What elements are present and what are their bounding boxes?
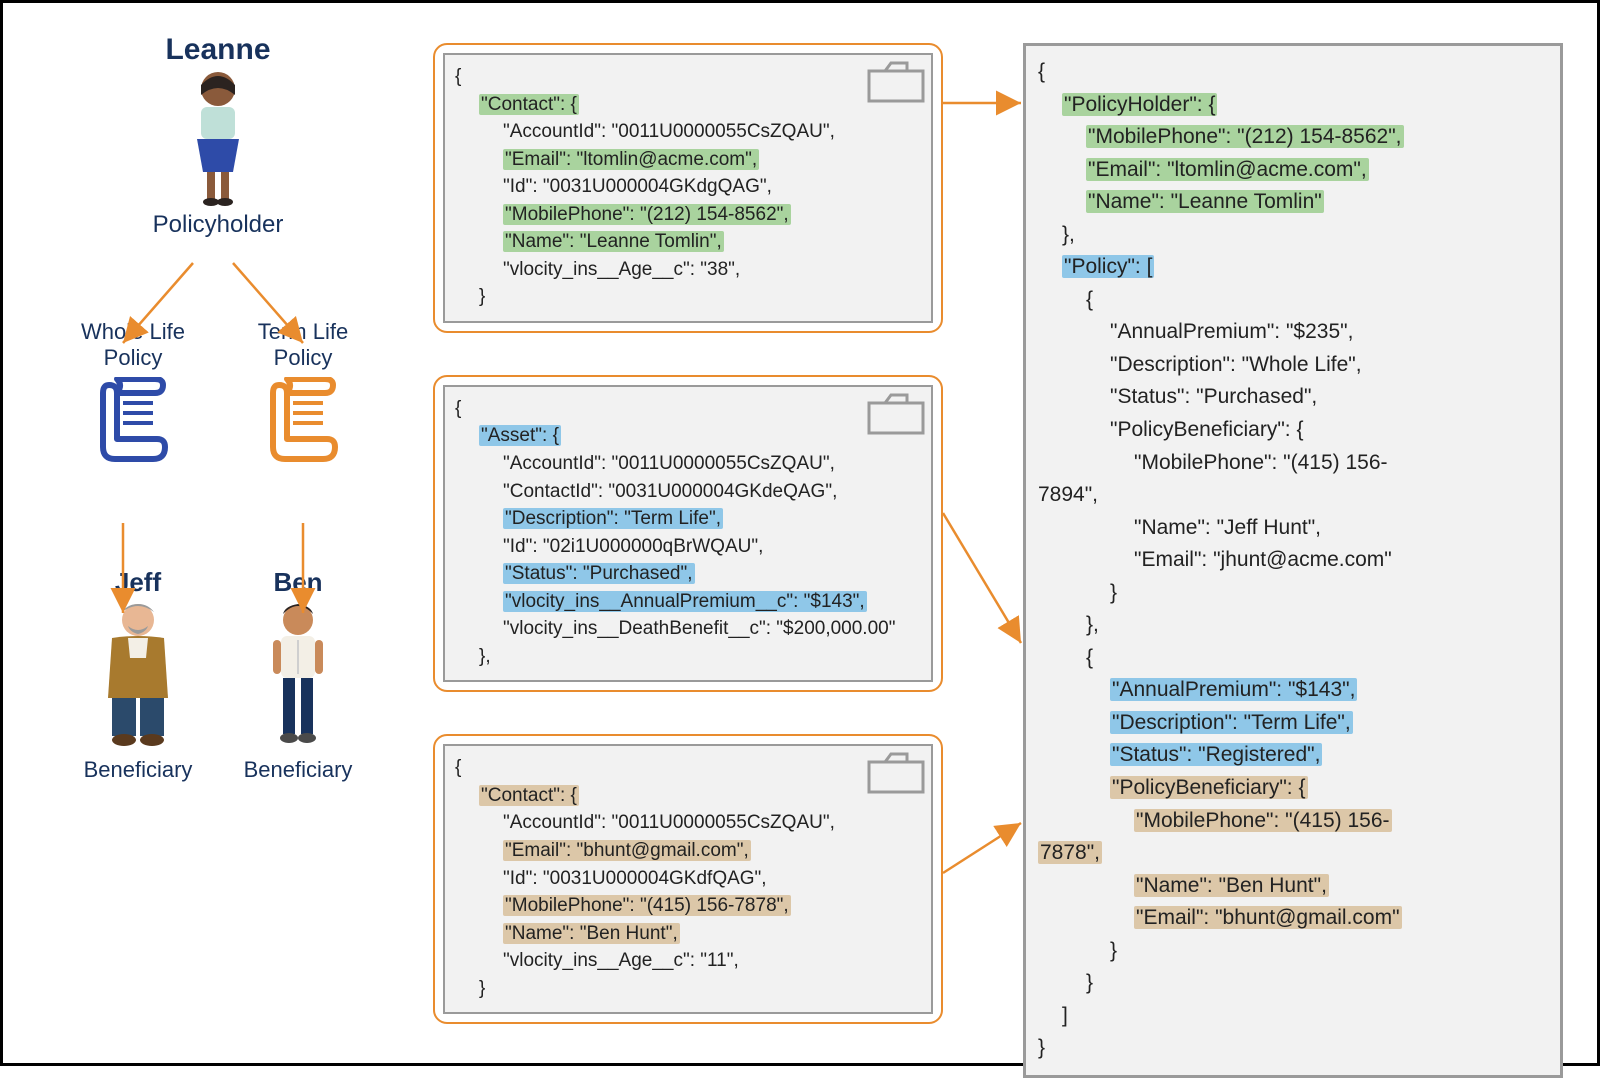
b1-l6: "MobilePhone": "(212) 154-8562",: [503, 204, 791, 225]
r-l13b: 7894",: [1038, 479, 1548, 512]
b1-l5: "Id": "0031U000004GKdgQAG",: [455, 173, 921, 201]
right-column: { "PolicyHolder": { "MobilePhone": "(212…: [1023, 43, 1563, 1078]
beneficiary-jeff: Jeff Beneficiary: [63, 567, 213, 783]
folder-icon: [867, 393, 925, 435]
folder-icon: [867, 61, 925, 103]
b2-l2: "Asset": {: [479, 425, 561, 446]
b3-l1: {: [455, 754, 921, 782]
r-l4: "Email": "ltomlin@acme.com",: [1086, 158, 1369, 181]
json-inner-1: { "Contact": { "AccountId": "0011U000005…: [443, 53, 933, 323]
b2-l5: "Description": "Term Life",: [503, 508, 723, 529]
json-box-asset: { "Asset": { "AccountId": "0011U0000055C…: [433, 375, 943, 692]
policies-row: Whole Life Policy Term Life Policy: [53, 319, 383, 467]
b3-l3: "AccountId": "0011U0000055CsZQAU",: [455, 809, 921, 837]
r-l26: }: [1038, 935, 1548, 968]
r-l23b: 7878",: [1038, 841, 1102, 864]
r-l28: ]: [1038, 1000, 1548, 1033]
b2-l1: {: [455, 395, 921, 423]
json-inner-2: { "Asset": { "AccountId": "0011U0000055C…: [443, 385, 933, 682]
policyholder-name: Leanne: [165, 33, 270, 67]
policy-whole-life: Whole Life Policy: [58, 319, 208, 467]
bene2-role: Beneficiary: [223, 757, 373, 783]
r-l13: "MobilePhone": "(415) 156-: [1038, 447, 1548, 480]
person-ben-icon: [253, 598, 343, 748]
diagram-frame: Leanne Policyholder Whole Life Policy: [0, 0, 1600, 1066]
policy-term-life: Term Life Policy: [228, 319, 378, 467]
r-l17: },: [1038, 609, 1548, 642]
r-l3: "MobilePhone": "(212) 154-8562",: [1086, 125, 1404, 148]
r-l6: },: [1038, 219, 1548, 252]
b1-l7: "Name": "Leanne Tomlin",: [503, 231, 724, 252]
b3-l4: "Email": "bhunt@gmail.com",: [503, 840, 751, 861]
json-box-contact-leanne: { "Contact": { "AccountId": "0011U000005…: [433, 43, 943, 333]
r-l22: "PolicyBeneficiary": {: [1110, 776, 1308, 799]
bene1-name: Jeff: [63, 567, 213, 598]
beneficiary-ben: Ben Beneficiary: [223, 567, 373, 783]
r-l27: }: [1038, 967, 1548, 1000]
r-l8: {: [1038, 284, 1548, 317]
r-l2: "PolicyHolder": {: [1062, 93, 1217, 116]
policy1-line1: Whole Life: [58, 319, 208, 345]
policyholder-role: Policyholder: [153, 211, 284, 239]
r-l20: "Description": "Term Life",: [1110, 711, 1353, 734]
r-l14: "Name": "Jeff Hunt",: [1038, 512, 1548, 545]
folder-icon: [867, 752, 925, 794]
r-l9: "AnnualPremium": "$235",: [1038, 316, 1548, 349]
json-box-contact-ben: { "Contact": { "AccountId": "0011U000005…: [433, 734, 943, 1024]
b1-l1: {: [455, 63, 921, 91]
policy2-line1: Term Life: [228, 319, 378, 345]
r-l12: "PolicyBeneficiary": {: [1038, 414, 1548, 447]
r-l18: {: [1038, 642, 1548, 675]
r-l25: "Email": "bhunt@gmail.com": [1134, 906, 1402, 929]
result-json-box: { "PolicyHolder": { "MobilePhone": "(212…: [1023, 43, 1563, 1078]
policy2-line2: Policy: [228, 345, 378, 371]
r-l7: "Policy": [: [1062, 255, 1154, 278]
b3-l7: "Name": "Ben Hunt",: [503, 923, 680, 944]
b2-l6: "Id": "02i1U000000qBrWQAU",: [455, 533, 921, 561]
b1-l4: "Email": "ltomlin@acme.com",: [503, 149, 759, 170]
scroll-orange-icon: [263, 377, 343, 467]
policyholder-figure: Leanne Policyholder: [53, 33, 383, 239]
b2-l8: "vlocity_ins__AnnualPremium__c": "$143",: [503, 591, 867, 612]
r-l1: {: [1038, 56, 1548, 89]
r-l29: }: [1038, 1032, 1548, 1065]
b3-l8: "vlocity_ins__Age__c": "11",: [455, 947, 921, 975]
b2-l9: "vlocity_ins__DeathBenefit__c": "$200,00…: [455, 615, 921, 643]
b3-l9: }: [455, 975, 921, 1003]
bene2-name: Ben: [223, 567, 373, 598]
person-leanne-icon: [173, 67, 263, 207]
b2-l7: "Status": "Purchased",: [503, 563, 695, 584]
b2-l3: "AccountId": "0011U0000055CsZQAU",: [455, 450, 921, 478]
policy1-line2: Policy: [58, 345, 208, 371]
b3-l6: "MobilePhone": "(415) 156-7878",: [503, 895, 791, 916]
person-jeff-icon: [88, 598, 188, 748]
r-l15: "Email": "jhunt@acme.com": [1038, 544, 1548, 577]
scroll-blue-icon: [93, 377, 173, 467]
b1-l8: "vlocity_ins__Age__c": "38",: [455, 256, 921, 284]
b3-l2: "Contact": {: [479, 785, 579, 806]
r-l5: "Name": "Leanne Tomlin": [1086, 190, 1324, 213]
left-column: Leanne Policyholder Whole Life Policy: [53, 33, 383, 783]
b3-l5: "Id": "0031U000004GKdfQAG",: [455, 865, 921, 893]
b1-l9: }: [455, 283, 921, 311]
b2-l10: },: [455, 643, 921, 671]
json-inner-3: { "Contact": { "AccountId": "0011U000005…: [443, 744, 933, 1014]
r-l24: "Name": "Ben Hunt",: [1134, 874, 1329, 897]
b1-l2: "Contact": {: [479, 94, 579, 115]
r-l11: "Status": "Purchased",: [1038, 381, 1548, 414]
r-l10: "Description": "Whole Life",: [1038, 349, 1548, 382]
b1-l3: "AccountId": "0011U0000055CsZQAU",: [455, 118, 921, 146]
middle-column: { "Contact": { "AccountId": "0011U000005…: [433, 43, 943, 1066]
bene1-role: Beneficiary: [63, 757, 213, 783]
r-l16: }: [1038, 577, 1548, 610]
r-l23: "MobilePhone": "(415) 156-: [1134, 809, 1392, 832]
r-l19: "AnnualPremium": "$143",: [1110, 678, 1357, 701]
r-l21: "Status": "Registered",: [1110, 743, 1322, 766]
beneficiaries-row: Jeff Beneficiary Ben: [53, 567, 383, 783]
b2-l4: "ContactId": "0031U000004GKdeQAG",: [455, 478, 921, 506]
